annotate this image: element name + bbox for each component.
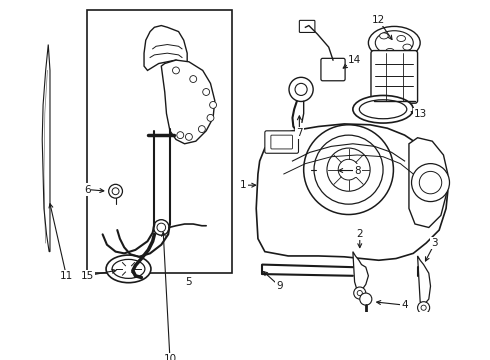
Ellipse shape (359, 100, 407, 119)
Ellipse shape (106, 255, 151, 283)
Ellipse shape (353, 95, 413, 123)
Text: 15: 15 (80, 271, 94, 281)
Circle shape (327, 148, 370, 191)
Circle shape (419, 171, 442, 194)
Circle shape (172, 67, 179, 74)
Ellipse shape (368, 26, 420, 59)
Text: 5: 5 (186, 277, 192, 287)
FancyBboxPatch shape (299, 21, 315, 32)
Circle shape (153, 220, 169, 235)
Text: 11: 11 (60, 271, 73, 281)
FancyBboxPatch shape (321, 58, 345, 81)
Polygon shape (42, 45, 50, 252)
Circle shape (357, 291, 362, 296)
Text: 8: 8 (354, 166, 361, 176)
Ellipse shape (375, 31, 413, 55)
Circle shape (417, 302, 430, 314)
Polygon shape (256, 124, 448, 260)
Text: 7: 7 (296, 127, 303, 138)
Circle shape (289, 77, 313, 102)
Circle shape (320, 165, 329, 174)
Text: 6: 6 (84, 185, 90, 194)
Circle shape (412, 163, 449, 202)
Ellipse shape (112, 260, 145, 278)
Text: 2: 2 (356, 229, 363, 239)
Polygon shape (417, 256, 431, 305)
Circle shape (203, 89, 210, 95)
Circle shape (198, 126, 205, 132)
Circle shape (210, 102, 217, 108)
Circle shape (185, 134, 193, 140)
Text: 1: 1 (240, 180, 246, 190)
Polygon shape (362, 315, 370, 321)
Circle shape (314, 135, 383, 204)
Text: 3: 3 (432, 238, 438, 248)
Polygon shape (353, 252, 368, 291)
Text: 13: 13 (414, 109, 427, 118)
Ellipse shape (397, 36, 406, 41)
Circle shape (109, 184, 122, 198)
Bar (87, 10, 232, 273)
Circle shape (360, 293, 372, 305)
Text: 9: 9 (276, 281, 283, 291)
Ellipse shape (380, 33, 388, 39)
FancyBboxPatch shape (371, 50, 417, 103)
Circle shape (354, 287, 366, 299)
Text: 14: 14 (348, 55, 361, 65)
Circle shape (177, 132, 184, 139)
Circle shape (112, 188, 119, 195)
Circle shape (157, 223, 166, 232)
Text: 4: 4 (401, 300, 408, 310)
Polygon shape (144, 26, 187, 71)
Ellipse shape (386, 48, 394, 54)
FancyBboxPatch shape (265, 131, 298, 153)
Circle shape (316, 161, 333, 178)
Circle shape (295, 84, 307, 95)
Text: 12: 12 (372, 15, 385, 25)
Circle shape (304, 125, 393, 215)
Ellipse shape (403, 44, 412, 50)
Polygon shape (161, 60, 215, 144)
Circle shape (207, 114, 214, 121)
Polygon shape (409, 138, 448, 228)
Circle shape (190, 76, 196, 82)
Circle shape (421, 305, 426, 310)
Text: 10: 10 (163, 354, 176, 360)
Circle shape (338, 159, 359, 180)
FancyBboxPatch shape (271, 135, 293, 149)
